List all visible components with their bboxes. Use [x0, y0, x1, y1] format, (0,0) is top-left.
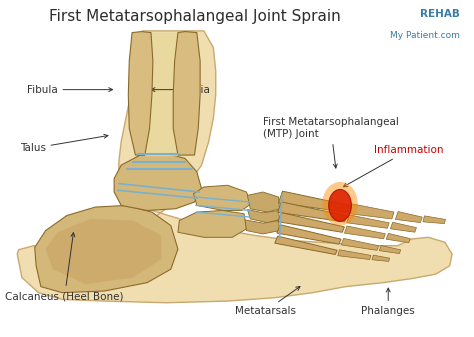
Text: Talus: Talus: [19, 134, 108, 153]
Polygon shape: [278, 202, 347, 222]
Polygon shape: [193, 185, 251, 210]
Polygon shape: [35, 206, 178, 293]
Text: Inflammation: Inflammation: [343, 145, 444, 187]
Polygon shape: [386, 234, 410, 243]
Text: Metatarsals: Metatarsals: [235, 286, 300, 316]
Polygon shape: [17, 31, 452, 303]
Ellipse shape: [328, 189, 351, 221]
Polygon shape: [347, 215, 389, 228]
Polygon shape: [46, 219, 161, 284]
Polygon shape: [277, 225, 341, 244]
Polygon shape: [128, 32, 153, 155]
Polygon shape: [423, 216, 446, 224]
Polygon shape: [114, 153, 201, 210]
Polygon shape: [379, 245, 401, 253]
Polygon shape: [278, 191, 349, 212]
Text: Phalanges: Phalanges: [361, 288, 415, 316]
Polygon shape: [391, 222, 417, 232]
Polygon shape: [178, 210, 246, 237]
Polygon shape: [372, 255, 390, 262]
Polygon shape: [275, 236, 337, 254]
Polygon shape: [338, 250, 371, 259]
Polygon shape: [395, 212, 422, 222]
Polygon shape: [341, 238, 379, 250]
Text: Calcaneus (Heel Bone): Calcaneus (Heel Bone): [5, 233, 124, 301]
Polygon shape: [247, 209, 280, 223]
Polygon shape: [173, 32, 200, 155]
Polygon shape: [247, 192, 280, 212]
Polygon shape: [245, 220, 280, 234]
Text: First Metatarsophalangeal Joint Sprain: First Metatarsophalangeal Joint Sprain: [49, 9, 340, 24]
Polygon shape: [349, 204, 394, 219]
Text: My Patient.com: My Patient.com: [390, 31, 460, 40]
Text: First Metatarsophalangeal
(MTP) Joint: First Metatarsophalangeal (MTP) Joint: [263, 117, 399, 168]
Text: Fibula: Fibula: [27, 85, 113, 95]
Text: Tibia: Tibia: [151, 85, 210, 95]
Polygon shape: [278, 213, 345, 232]
Polygon shape: [345, 226, 385, 239]
Text: REHAB: REHAB: [420, 9, 460, 19]
Ellipse shape: [322, 182, 358, 225]
